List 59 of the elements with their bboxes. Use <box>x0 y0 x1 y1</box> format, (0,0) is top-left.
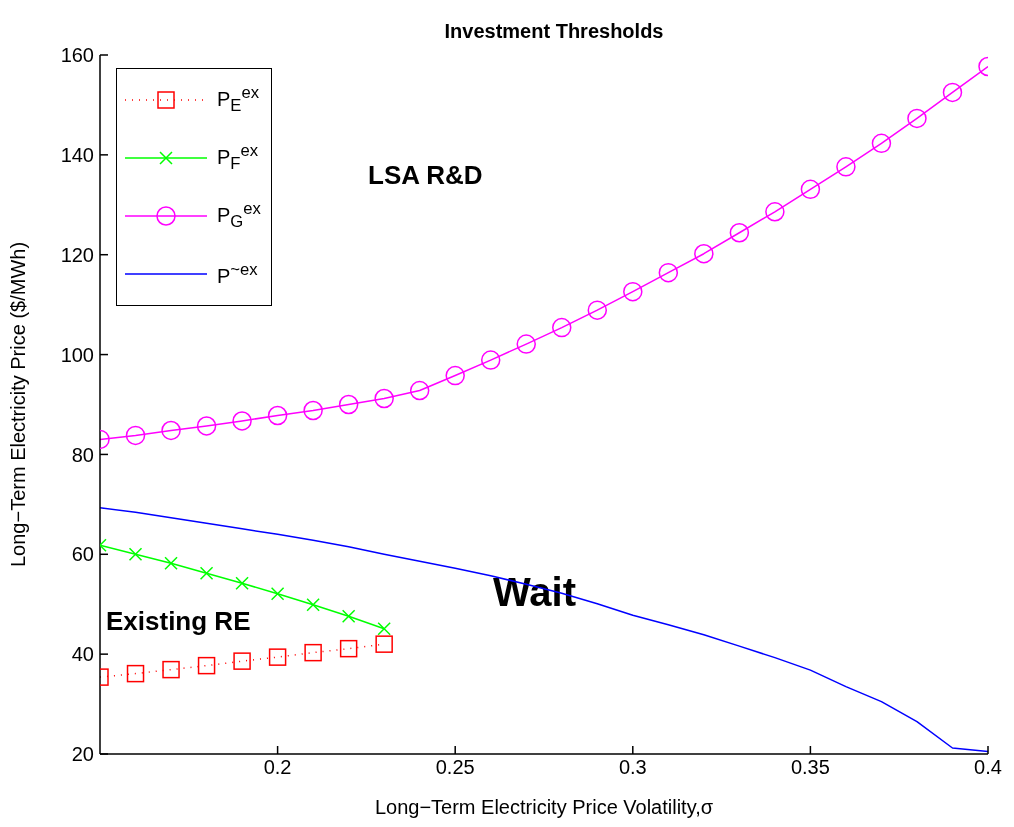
point <box>587 300 608 320</box>
point <box>197 656 216 675</box>
point <box>800 179 821 200</box>
y-axis-title: Long−Term Electricity Price ($/MWh) <box>7 241 30 568</box>
point <box>338 394 359 415</box>
point <box>836 157 856 177</box>
point <box>375 635 393 653</box>
point <box>268 648 287 666</box>
point <box>409 380 430 401</box>
point <box>304 643 322 662</box>
point <box>128 547 143 562</box>
point <box>552 317 572 338</box>
x-axis-title: Long−Term Electricity Price Volatility,σ <box>374 796 714 818</box>
point <box>233 652 251 670</box>
point <box>199 566 214 581</box>
y-tick-label: 80 <box>71 443 94 466</box>
point <box>126 664 145 683</box>
point <box>267 405 288 426</box>
point <box>374 388 394 409</box>
x-tick-label: 0.35 <box>790 756 830 779</box>
legend-label: P$^{~ex}$ <box>217 260 258 287</box>
y-tick-label: 40 <box>71 643 94 666</box>
point <box>445 365 465 386</box>
x-tick-label: 0.2 <box>263 756 292 779</box>
chart-title: Investment Thresholds <box>443 20 665 43</box>
point <box>341 609 356 623</box>
point <box>339 639 358 658</box>
point <box>377 621 391 636</box>
point <box>235 576 249 590</box>
y-tick-label: 160 <box>60 44 94 67</box>
point <box>196 416 217 436</box>
y-tick-label: 100 <box>60 343 94 366</box>
point <box>480 350 501 370</box>
x-tick-label: 0.3 <box>618 756 647 779</box>
point <box>232 411 252 431</box>
x-tick-label: 0.25 <box>435 756 475 779</box>
point <box>694 243 714 264</box>
point <box>162 660 180 679</box>
point <box>907 108 927 129</box>
point <box>125 425 146 446</box>
point <box>623 281 643 302</box>
y-tick-label: 140 <box>60 143 94 166</box>
annotation: LSA R&D <box>368 160 483 191</box>
point <box>729 223 750 243</box>
y-tick-label: 120 <box>60 243 94 266</box>
y-tick-label: 60 <box>71 543 94 566</box>
point <box>516 334 536 354</box>
point <box>270 586 285 601</box>
point <box>871 133 892 154</box>
y-tick-label: 20 <box>71 743 94 766</box>
point <box>161 420 181 441</box>
point <box>303 400 323 421</box>
x-tick-label: 0.4 <box>974 756 1002 779</box>
point <box>942 82 963 103</box>
annotation: Existing RE <box>106 606 251 637</box>
point <box>658 262 679 283</box>
point <box>164 556 178 571</box>
point <box>306 597 320 612</box>
point <box>765 202 785 222</box>
